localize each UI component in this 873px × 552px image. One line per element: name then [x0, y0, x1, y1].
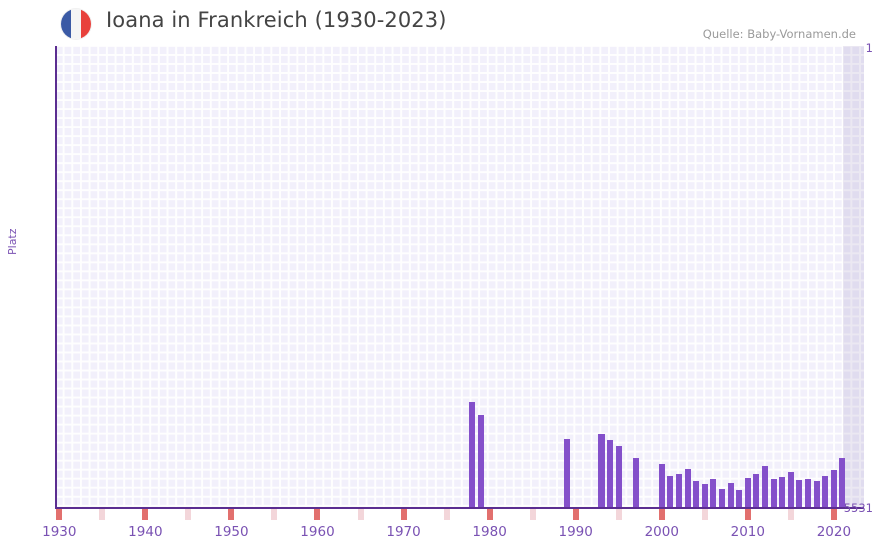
- bar: [564, 439, 571, 508]
- y-tick-label-top: 1: [865, 41, 873, 55]
- chart-bars: [55, 46, 864, 508]
- x-tick-major: [56, 509, 63, 520]
- forecast-shaded-region: [843, 46, 864, 508]
- chart-header: Ioana in Frankreich (1930-2023) Quelle: …: [0, 0, 873, 44]
- flag-stripe-red: [80, 9, 91, 39]
- x-tick-label: 1990: [558, 524, 593, 540]
- x-axis-line: [55, 507, 864, 509]
- source-attribution: Quelle: Baby-Vornamen.de: [702, 27, 856, 41]
- bar: [693, 481, 700, 508]
- x-tick-major: [572, 509, 579, 520]
- bar: [727, 482, 734, 508]
- bar: [805, 478, 812, 508]
- x-axis-tick-strip: [55, 509, 864, 520]
- x-tick-minor: [357, 509, 364, 520]
- x-tick-minor: [787, 509, 794, 520]
- x-tick-major: [314, 509, 321, 520]
- bar: [684, 468, 691, 508]
- page-title: Ioana in Frankreich (1930-2023): [106, 8, 447, 32]
- x-tick-major: [486, 509, 493, 520]
- y-axis-title: Platz: [6, 228, 19, 255]
- bar: [675, 473, 682, 508]
- bar: [615, 446, 622, 508]
- france-flag-icon: [61, 9, 91, 39]
- y-axis-line: [55, 46, 57, 508]
- x-tick-minor: [271, 509, 278, 520]
- x-tick-minor: [185, 509, 192, 520]
- bar: [598, 434, 605, 508]
- x-tick-minor: [615, 509, 622, 520]
- x-tick-label: 2020: [816, 524, 852, 540]
- x-tick-major: [142, 509, 149, 520]
- chart-gridlines: [55, 46, 864, 508]
- x-tick-label: 1980: [472, 524, 507, 540]
- bar: [667, 476, 674, 508]
- bar: [770, 478, 777, 508]
- x-tick-label: 1950: [214, 524, 249, 540]
- chart-plot-area: [55, 46, 864, 508]
- x-tick-minor: [529, 509, 536, 520]
- bar: [632, 457, 639, 508]
- bar: [469, 401, 476, 508]
- bar: [779, 477, 786, 508]
- bar: [839, 457, 846, 508]
- x-tick-major: [400, 509, 407, 520]
- flag-stripe-white: [70, 9, 81, 39]
- x-tick-minor: [701, 509, 708, 520]
- x-tick-major: [658, 509, 665, 520]
- bar: [744, 477, 751, 508]
- bar: [701, 483, 708, 508]
- bar: [607, 440, 614, 508]
- x-tick-label: 1960: [300, 524, 335, 540]
- x-tick-label: 2000: [644, 524, 679, 540]
- x-tick-label: 1930: [42, 524, 77, 540]
- y-tick-label-bottom: 5531: [843, 501, 873, 515]
- x-tick-major: [830, 509, 837, 520]
- bar: [796, 479, 803, 508]
- x-tick-minor: [99, 509, 106, 520]
- flag-stripe-blue: [61, 9, 71, 39]
- bar: [718, 488, 725, 508]
- x-tick-label: 1970: [386, 524, 421, 540]
- bar: [478, 415, 485, 508]
- bar: [658, 464, 665, 508]
- x-tick-major: [744, 509, 751, 520]
- bar: [736, 490, 743, 508]
- x-tick-label: 1940: [128, 524, 163, 540]
- bar: [822, 476, 829, 508]
- bar: [762, 466, 769, 508]
- x-tick-minor: [443, 509, 450, 520]
- bar: [710, 478, 717, 508]
- bar: [787, 472, 794, 508]
- bar: [753, 473, 760, 508]
- x-tick-label: 2010: [730, 524, 765, 540]
- bar: [830, 470, 837, 508]
- bar: [813, 481, 820, 508]
- x-tick-major: [228, 509, 235, 520]
